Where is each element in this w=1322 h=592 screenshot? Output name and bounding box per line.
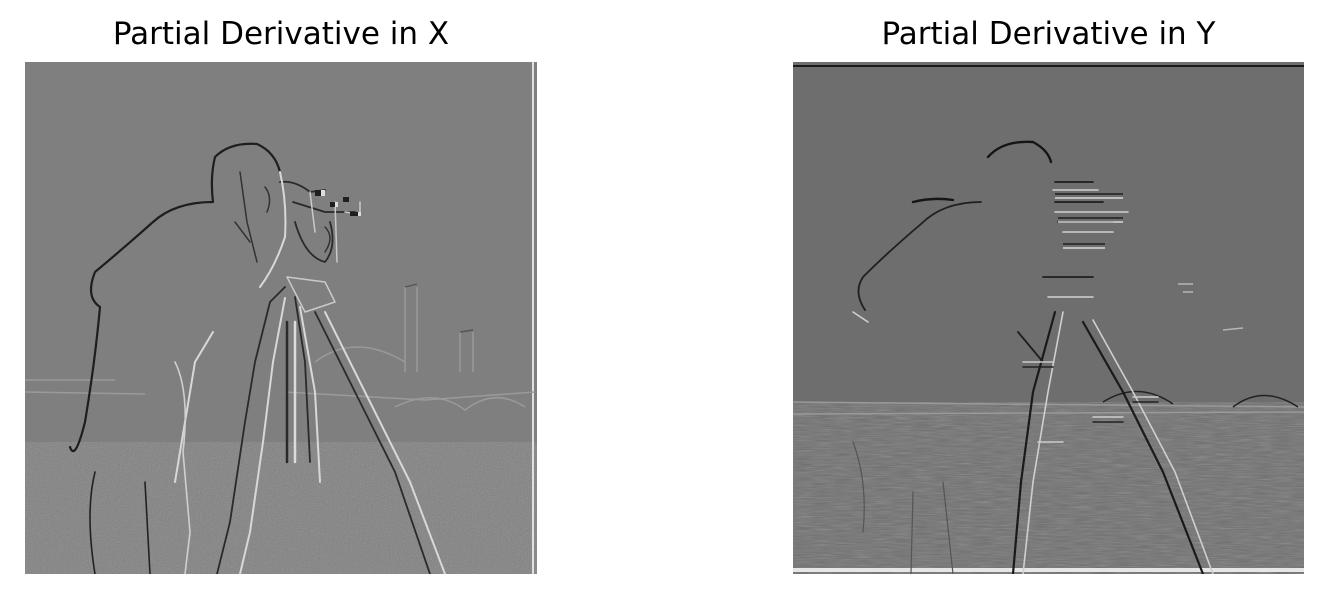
derivative-x-image [25,62,537,574]
panel-title-x: Partial Derivative in X [25,14,537,54]
panel-title-y: Partial Derivative in Y [793,14,1304,54]
derivative-y-image [793,62,1304,574]
